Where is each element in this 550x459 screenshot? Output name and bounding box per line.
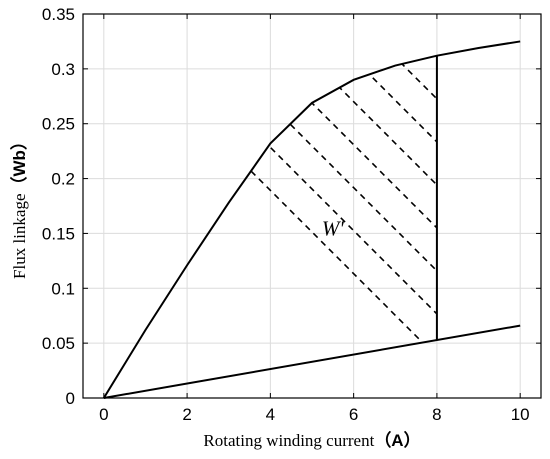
y-tick-label: 0.15 xyxy=(42,224,75,243)
y-tick-label: 0.35 xyxy=(42,5,75,24)
y-axis-title-unit: （Wb） xyxy=(9,133,29,193)
hatch-line xyxy=(103,55,437,398)
hatch-line xyxy=(218,55,437,398)
x-axis-title: Rotating winding current（A） xyxy=(203,430,420,450)
series-line-1 xyxy=(102,40,521,399)
y-tick-label: 0.1 xyxy=(51,279,75,298)
y-tick-label: 0.2 xyxy=(51,170,75,189)
hatch-line xyxy=(175,55,437,398)
hatch-line xyxy=(103,55,437,398)
y-tick-label: 0 xyxy=(66,389,75,408)
hatch-line xyxy=(103,55,437,398)
hatch-line xyxy=(103,55,437,398)
x-tick-label: 0 xyxy=(99,405,108,424)
x-axis-title-text: Rotating winding current xyxy=(203,431,374,450)
ticks: 0 2 4 6 8 10 0 0.05 0.1 0.15 0.2 0.25 0.3 0.35 xyxy=(42,5,541,424)
y-tick-label: 0.05 xyxy=(42,334,75,353)
x-tick-label: 10 xyxy=(511,405,530,424)
x-tick-label: 6 xyxy=(349,405,358,424)
x-tick-label: 4 xyxy=(266,405,275,424)
region-label: W' xyxy=(322,217,344,241)
y-tick-label: 0.3 xyxy=(51,60,75,79)
hatch-line xyxy=(103,55,437,398)
series-lines xyxy=(102,40,521,399)
plot-frame xyxy=(82,13,542,399)
y-axis-title-text: Flux linkage xyxy=(10,193,29,278)
series-line-2 xyxy=(103,324,521,399)
x-axis-title-unit: （A） xyxy=(374,430,420,450)
y-axis-title: Flux linkage（Wb） xyxy=(9,133,29,279)
y-tick-label: 0.25 xyxy=(42,115,75,134)
x-tick-label: 8 xyxy=(432,405,441,424)
x-tick-label: 2 xyxy=(182,405,191,424)
grid-lines xyxy=(83,13,541,399)
